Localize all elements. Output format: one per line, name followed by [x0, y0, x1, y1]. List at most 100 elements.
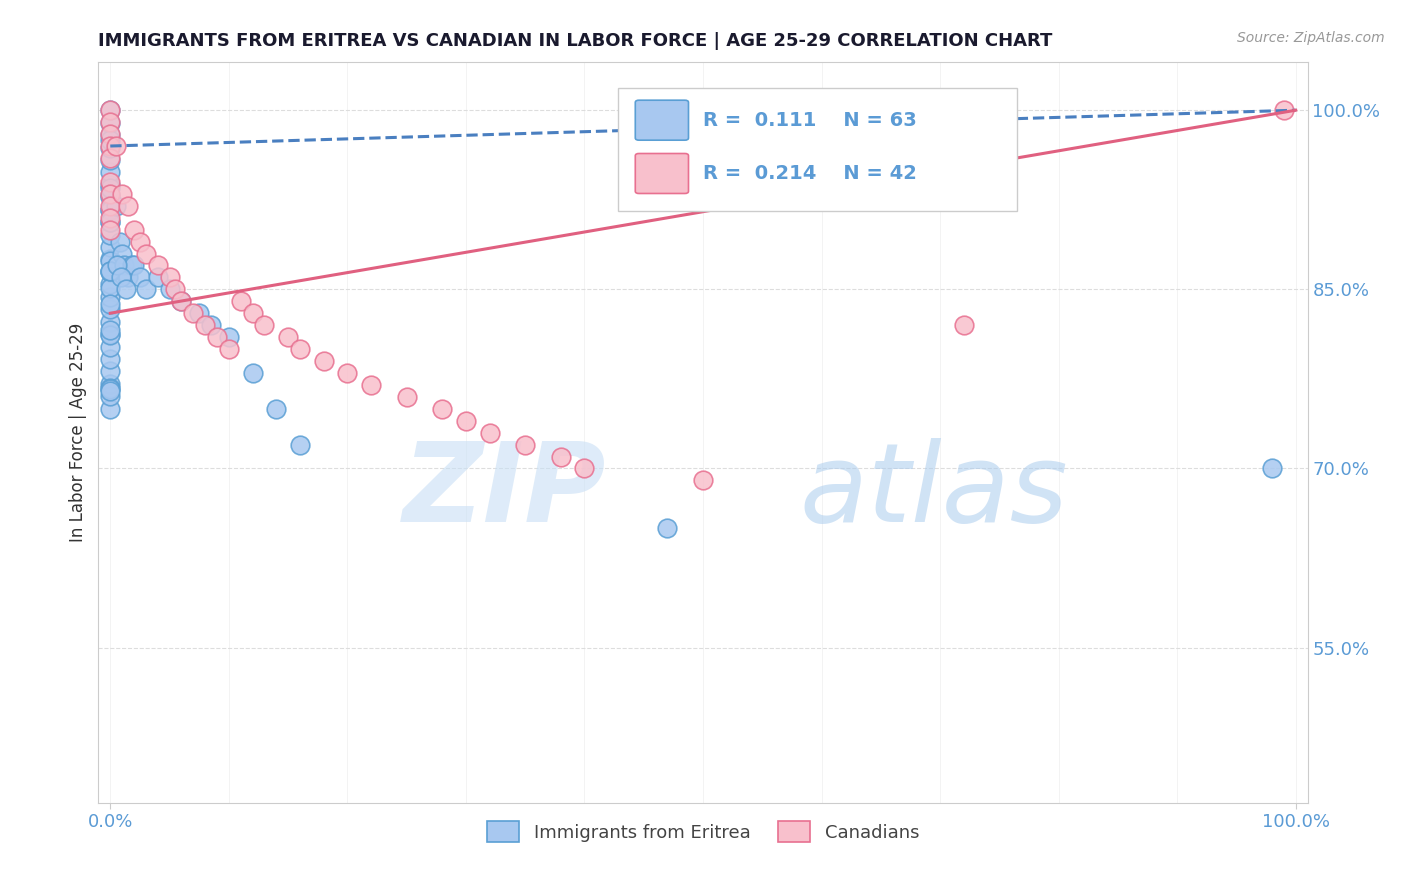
Point: [117, 270, 139, 285]
Text: R =  0.111    N = 63: R = 0.111 N = 63: [703, 111, 917, 129]
Point: [98, 140, 121, 154]
Point: [229, 294, 252, 309]
Point: [264, 401, 287, 416]
Point: [181, 306, 204, 320]
Point: [574, 461, 596, 475]
Point: [98, 181, 121, 195]
Point: [218, 330, 240, 344]
Point: [194, 318, 217, 333]
Point: [98, 115, 121, 129]
Text: IMMIGRANTS FROM ERITREA VS CANADIAN IN LABOR FORCE | AGE 25-29 CORRELATION CHART: IMMIGRANTS FROM ERITREA VS CANADIAN IN L…: [98, 32, 1053, 50]
Point: [98, 115, 121, 129]
Text: R =  0.214    N = 42: R = 0.214 N = 42: [703, 164, 917, 183]
Point: [550, 450, 572, 464]
Point: [111, 246, 134, 260]
Point: [114, 282, 136, 296]
FancyBboxPatch shape: [636, 153, 689, 194]
Point: [98, 401, 121, 416]
Point: [110, 270, 132, 285]
Point: [454, 414, 477, 428]
Point: [98, 382, 121, 396]
Point: [98, 215, 121, 229]
Point: [98, 211, 121, 225]
Point: [288, 342, 311, 356]
FancyBboxPatch shape: [619, 88, 1018, 211]
Point: [98, 376, 121, 391]
Point: [98, 139, 121, 153]
Point: [98, 133, 121, 147]
Point: [98, 264, 121, 278]
Point: [98, 265, 121, 279]
Point: [122, 222, 145, 236]
Point: [98, 151, 121, 165]
Point: [98, 186, 121, 201]
Point: [170, 294, 193, 309]
Point: [218, 342, 240, 356]
Text: ZIP: ZIP: [402, 438, 606, 545]
Legend: Immigrants from Eritrea, Canadians: Immigrants from Eritrea, Canadians: [479, 814, 927, 849]
Point: [98, 264, 121, 278]
Point: [692, 474, 714, 488]
Point: [111, 186, 134, 201]
Point: [114, 259, 136, 273]
Point: [98, 153, 121, 167]
Point: [98, 323, 121, 337]
Point: [170, 294, 193, 309]
Point: [242, 306, 264, 320]
Point: [98, 297, 121, 311]
Point: [105, 139, 128, 153]
Point: [98, 277, 121, 292]
Point: [200, 318, 222, 333]
Point: [242, 366, 264, 380]
Point: [336, 366, 359, 380]
Point: [98, 389, 121, 403]
Point: [98, 302, 121, 317]
Point: [98, 190, 121, 204]
Text: atlas: atlas: [800, 438, 1069, 545]
Point: [360, 377, 382, 392]
Point: [98, 381, 121, 395]
Point: [98, 128, 121, 142]
Point: [98, 187, 121, 202]
Point: [146, 270, 169, 285]
Point: [98, 103, 121, 118]
Point: [159, 282, 181, 296]
Point: [395, 390, 418, 404]
Point: [98, 222, 121, 236]
Point: [1261, 461, 1284, 475]
FancyBboxPatch shape: [636, 100, 689, 140]
Point: [98, 202, 121, 217]
Point: [1272, 103, 1295, 118]
Point: [129, 270, 152, 285]
Point: [98, 178, 121, 192]
Point: [98, 165, 121, 179]
Point: [105, 259, 128, 273]
Point: [98, 327, 121, 342]
Point: [98, 328, 121, 343]
Point: [98, 227, 121, 242]
Point: [98, 240, 121, 254]
Point: [253, 318, 276, 333]
Point: [117, 199, 139, 213]
Point: [98, 340, 121, 354]
Point: [98, 253, 121, 268]
Point: [515, 437, 537, 451]
Point: [288, 437, 311, 451]
Point: [159, 270, 181, 285]
Point: [952, 318, 974, 333]
Point: [98, 364, 121, 378]
Text: Source: ZipAtlas.com: Source: ZipAtlas.com: [1237, 31, 1385, 45]
Point: [165, 282, 187, 296]
Point: [188, 306, 211, 320]
Point: [135, 246, 157, 260]
Point: [432, 401, 454, 416]
Point: [98, 175, 121, 189]
Point: [98, 127, 121, 141]
Point: [98, 351, 121, 366]
Point: [98, 290, 121, 304]
Point: [478, 425, 501, 440]
Point: [98, 384, 121, 398]
Point: [146, 259, 169, 273]
Point: [277, 330, 299, 344]
Point: [98, 202, 121, 217]
